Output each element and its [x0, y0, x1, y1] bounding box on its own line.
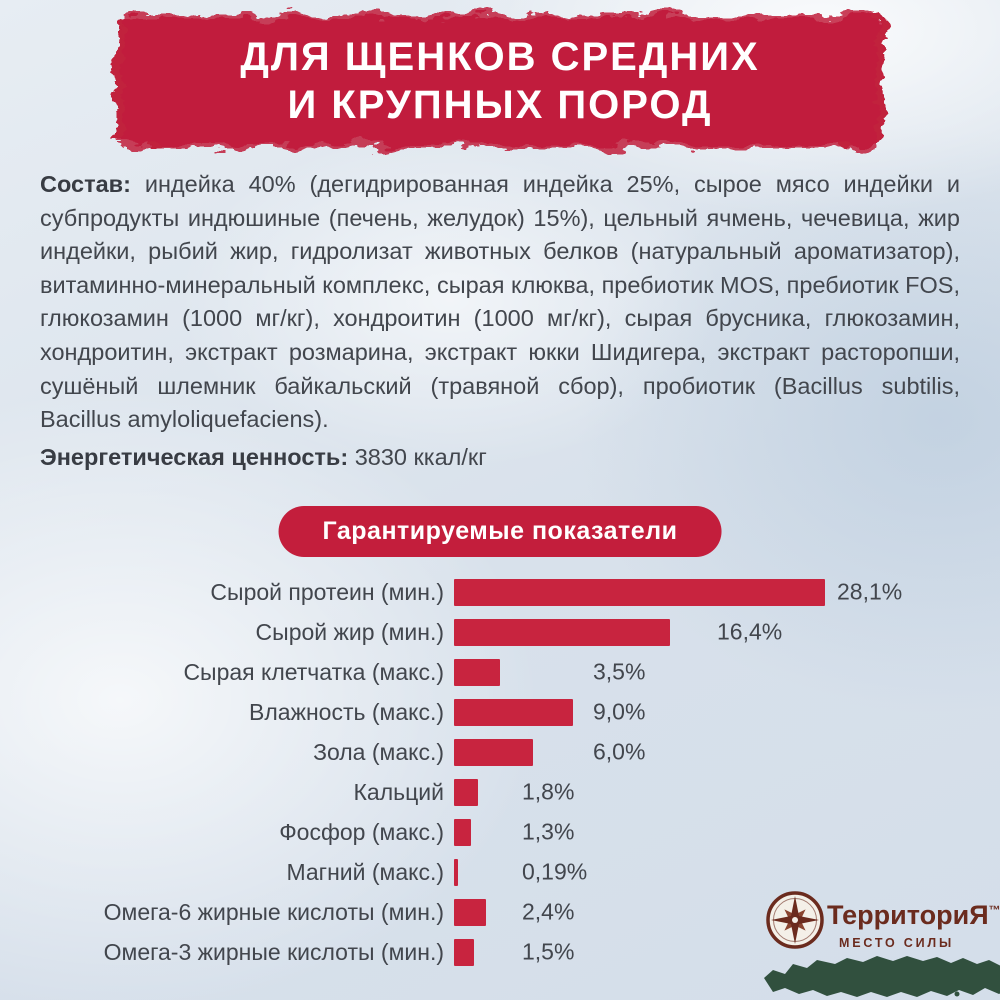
chart-value-label: 1,3% — [522, 818, 575, 845]
chart-bar-area: 9,0% — [454, 692, 960, 732]
chart-row: Омега-3 жирные кислоты (мин.) 1,5% — [40, 932, 960, 972]
chart-row: Сырая клетчатка (макс.) 3,5% — [40, 652, 960, 692]
header-banner: ДЛЯ ЩЕНКОВ СРЕДНИХ И КРУПНЫХ ПОРОД — [95, 6, 905, 156]
chart-bar-area: 6,0% — [454, 732, 960, 772]
chart-bar-area: 1,5% — [454, 932, 960, 972]
chart-row: Сырой протеин (мин.) 28,1% — [40, 572, 960, 612]
chart-bar-area: 1,8% — [454, 772, 960, 812]
chart-bar — [454, 698, 573, 726]
chart-bar — [454, 938, 474, 966]
chart-bar — [454, 858, 458, 886]
brand-name-text: ТерриториЯ — [827, 900, 989, 930]
chart-value-label: 28,1% — [837, 578, 903, 605]
chart-bar-area: 1,3% — [454, 812, 960, 852]
chart: Сырой протеин (мин.) 28,1% Сырой жир (мин.… — [40, 572, 960, 972]
composition-text: индейка 40% (дегидрированная индейка 25%… — [40, 171, 960, 433]
chart-row-label: Сырой жир (мин.) — [255, 618, 444, 645]
chart-bar — [454, 618, 671, 646]
chart-row: Магний (макс.) 0,19% — [40, 852, 960, 892]
brand-logo: ТерриториЯ™ МЕСТО СИЛЫ — [755, 882, 1000, 1000]
chart-row-label: Кальций — [353, 778, 444, 805]
chart-row: Фосфор (макс.) 1,3% — [40, 812, 960, 852]
composition-paragraph: Состав: индейка 40% (дегидрированная инд… — [40, 168, 960, 437]
chart-bar-area: 2,4% — [454, 892, 960, 932]
chart-value-label: 1,5% — [522, 938, 575, 965]
page-title-line-1: ДЛЯ ЩЕНКОВ СРЕДНИХ — [240, 35, 760, 79]
compass-icon — [766, 891, 824, 949]
banner-grunge-background — [115, 14, 890, 151]
chart-row: Зола (макс.) 6,0% — [40, 732, 960, 772]
chart-value-label: 2,4% — [522, 898, 575, 925]
brand-tagline: МЕСТО СИЛЫ — [839, 936, 955, 950]
chart-bar — [454, 738, 534, 766]
chart-bar-area: 0,19% — [454, 852, 960, 892]
chart-value-label: 0,19% — [522, 858, 588, 885]
brand-name: ТерриториЯ™ — [827, 900, 1000, 931]
page-title: ДЛЯ ЩЕНКОВ СРЕДНИХ И КРУПНЫХ ПОРОД — [95, 6, 905, 156]
chart-value-label: 6,0% — [593, 738, 646, 765]
chart-row-label: Магний (макс.) — [286, 858, 444, 885]
chart-row-label: Омега-3 жирные кислоты (мин.) — [103, 938, 444, 965]
chart-bar — [454, 658, 501, 686]
chart-bar-area: 28,1% — [454, 572, 960, 612]
chart-row: Сырой жир (мин.) 16,4% — [40, 612, 960, 652]
chart-bar — [454, 578, 825, 606]
energy-value: 3830 ккал/кг — [348, 444, 487, 470]
chart-row-label: Омега-6 жирные кислоты (мин.) — [103, 898, 444, 925]
chart-row-label: Зола (макс.) — [313, 738, 444, 765]
chart-row-label: Влажность (макс.) — [249, 698, 444, 725]
energy-line: Энергетическая ценность: 3830 ккал/кг — [40, 444, 487, 471]
chart-value-label: 16,4% — [717, 618, 783, 645]
chart-bar — [454, 818, 472, 846]
chart-bar — [454, 778, 478, 806]
chart-value-label: 3,5% — [593, 658, 646, 685]
chart-row-label: Сырая клетчатка (макс.) — [183, 658, 444, 685]
chart-row: Влажность (макс.) 9,0% — [40, 692, 960, 732]
chart-row-label: Фосфор (макс.) — [279, 818, 444, 845]
chart-value-label: 1,8% — [522, 778, 575, 805]
chart-row: Омега-6 жирные кислоты (мин.) 2,4% — [40, 892, 960, 932]
russia-map-icon — [764, 956, 1000, 997]
chart-bar-area: 16,4% — [454, 612, 960, 652]
guaranteed-indicators-pill: Гарантируемые показатели — [278, 506, 722, 557]
composition-label: Состав: — [40, 171, 131, 197]
chart-bar-area: 3,5% — [454, 652, 960, 692]
chart-value-label: 9,0% — [593, 698, 646, 725]
page-title-line-2: И КРУПНЫХ ПОРОД — [287, 83, 713, 127]
chart-bar — [454, 898, 486, 926]
chart-row: Кальций 1,8% — [40, 772, 960, 812]
chart-row-label: Сырой протеин (мин.) — [210, 578, 444, 605]
energy-label: Энергетическая ценность: — [40, 444, 349, 470]
brand-trademark: ™ — [988, 903, 1000, 917]
